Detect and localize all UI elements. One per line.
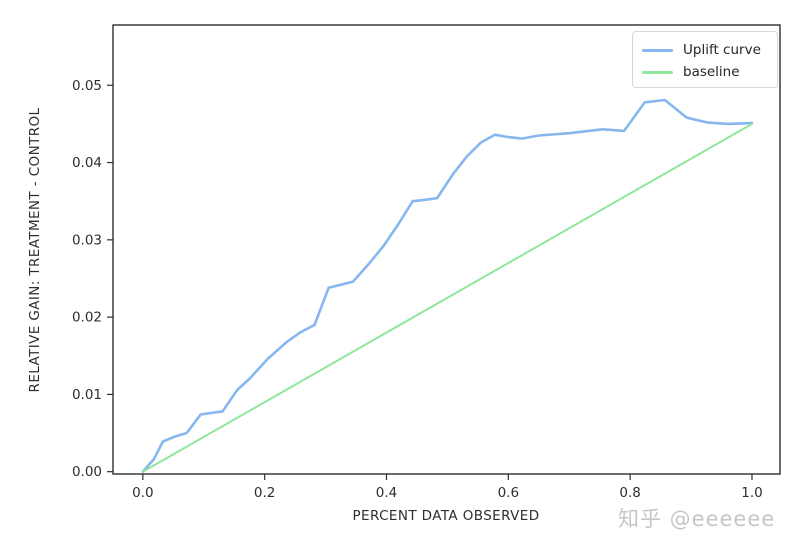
legend-item-uplift: Uplift curve (642, 39, 767, 61)
plot-frame (112, 24, 781, 475)
legend-item-baseline: baseline (642, 61, 767, 83)
uplift-curve-line (141, 98, 754, 474)
y-tick-label: 0.01 (72, 387, 102, 403)
y-tick-label: 0.05 (72, 78, 102, 94)
x-tick-label: 0.0 (132, 485, 153, 501)
y-tick-label: 0.02 (72, 310, 102, 326)
legend: Uplift curve baseline (632, 31, 778, 88)
watermark: 知乎 @eeeeee (618, 507, 776, 531)
x-tick-label: 0.4 (376, 485, 397, 501)
baseline-line (141, 122, 753, 473)
baseline-line-swatch-icon (642, 70, 673, 74)
x-tick-label: 0.2 (254, 485, 275, 501)
y-tick-label: 0.00 (72, 464, 102, 480)
x-tick-label: 0.8 (619, 485, 640, 501)
x-tick-label: 0.6 (498, 485, 519, 501)
x-axis-title: PERCENT DATA OBSERVED (352, 508, 540, 524)
y-tick-label: 0.03 (72, 232, 102, 248)
y-axis-title: RELATIVE GAIN: TREATMENT - CONTROL (27, 107, 43, 393)
legend-label-uplift: Uplift curve (683, 42, 761, 58)
y-tick-label: 0.04 (72, 155, 102, 171)
uplift-curve-line-swatch-icon (642, 48, 673, 52)
x-tick-label: 1.0 (741, 485, 762, 501)
legend-label-baseline: baseline (683, 64, 740, 80)
